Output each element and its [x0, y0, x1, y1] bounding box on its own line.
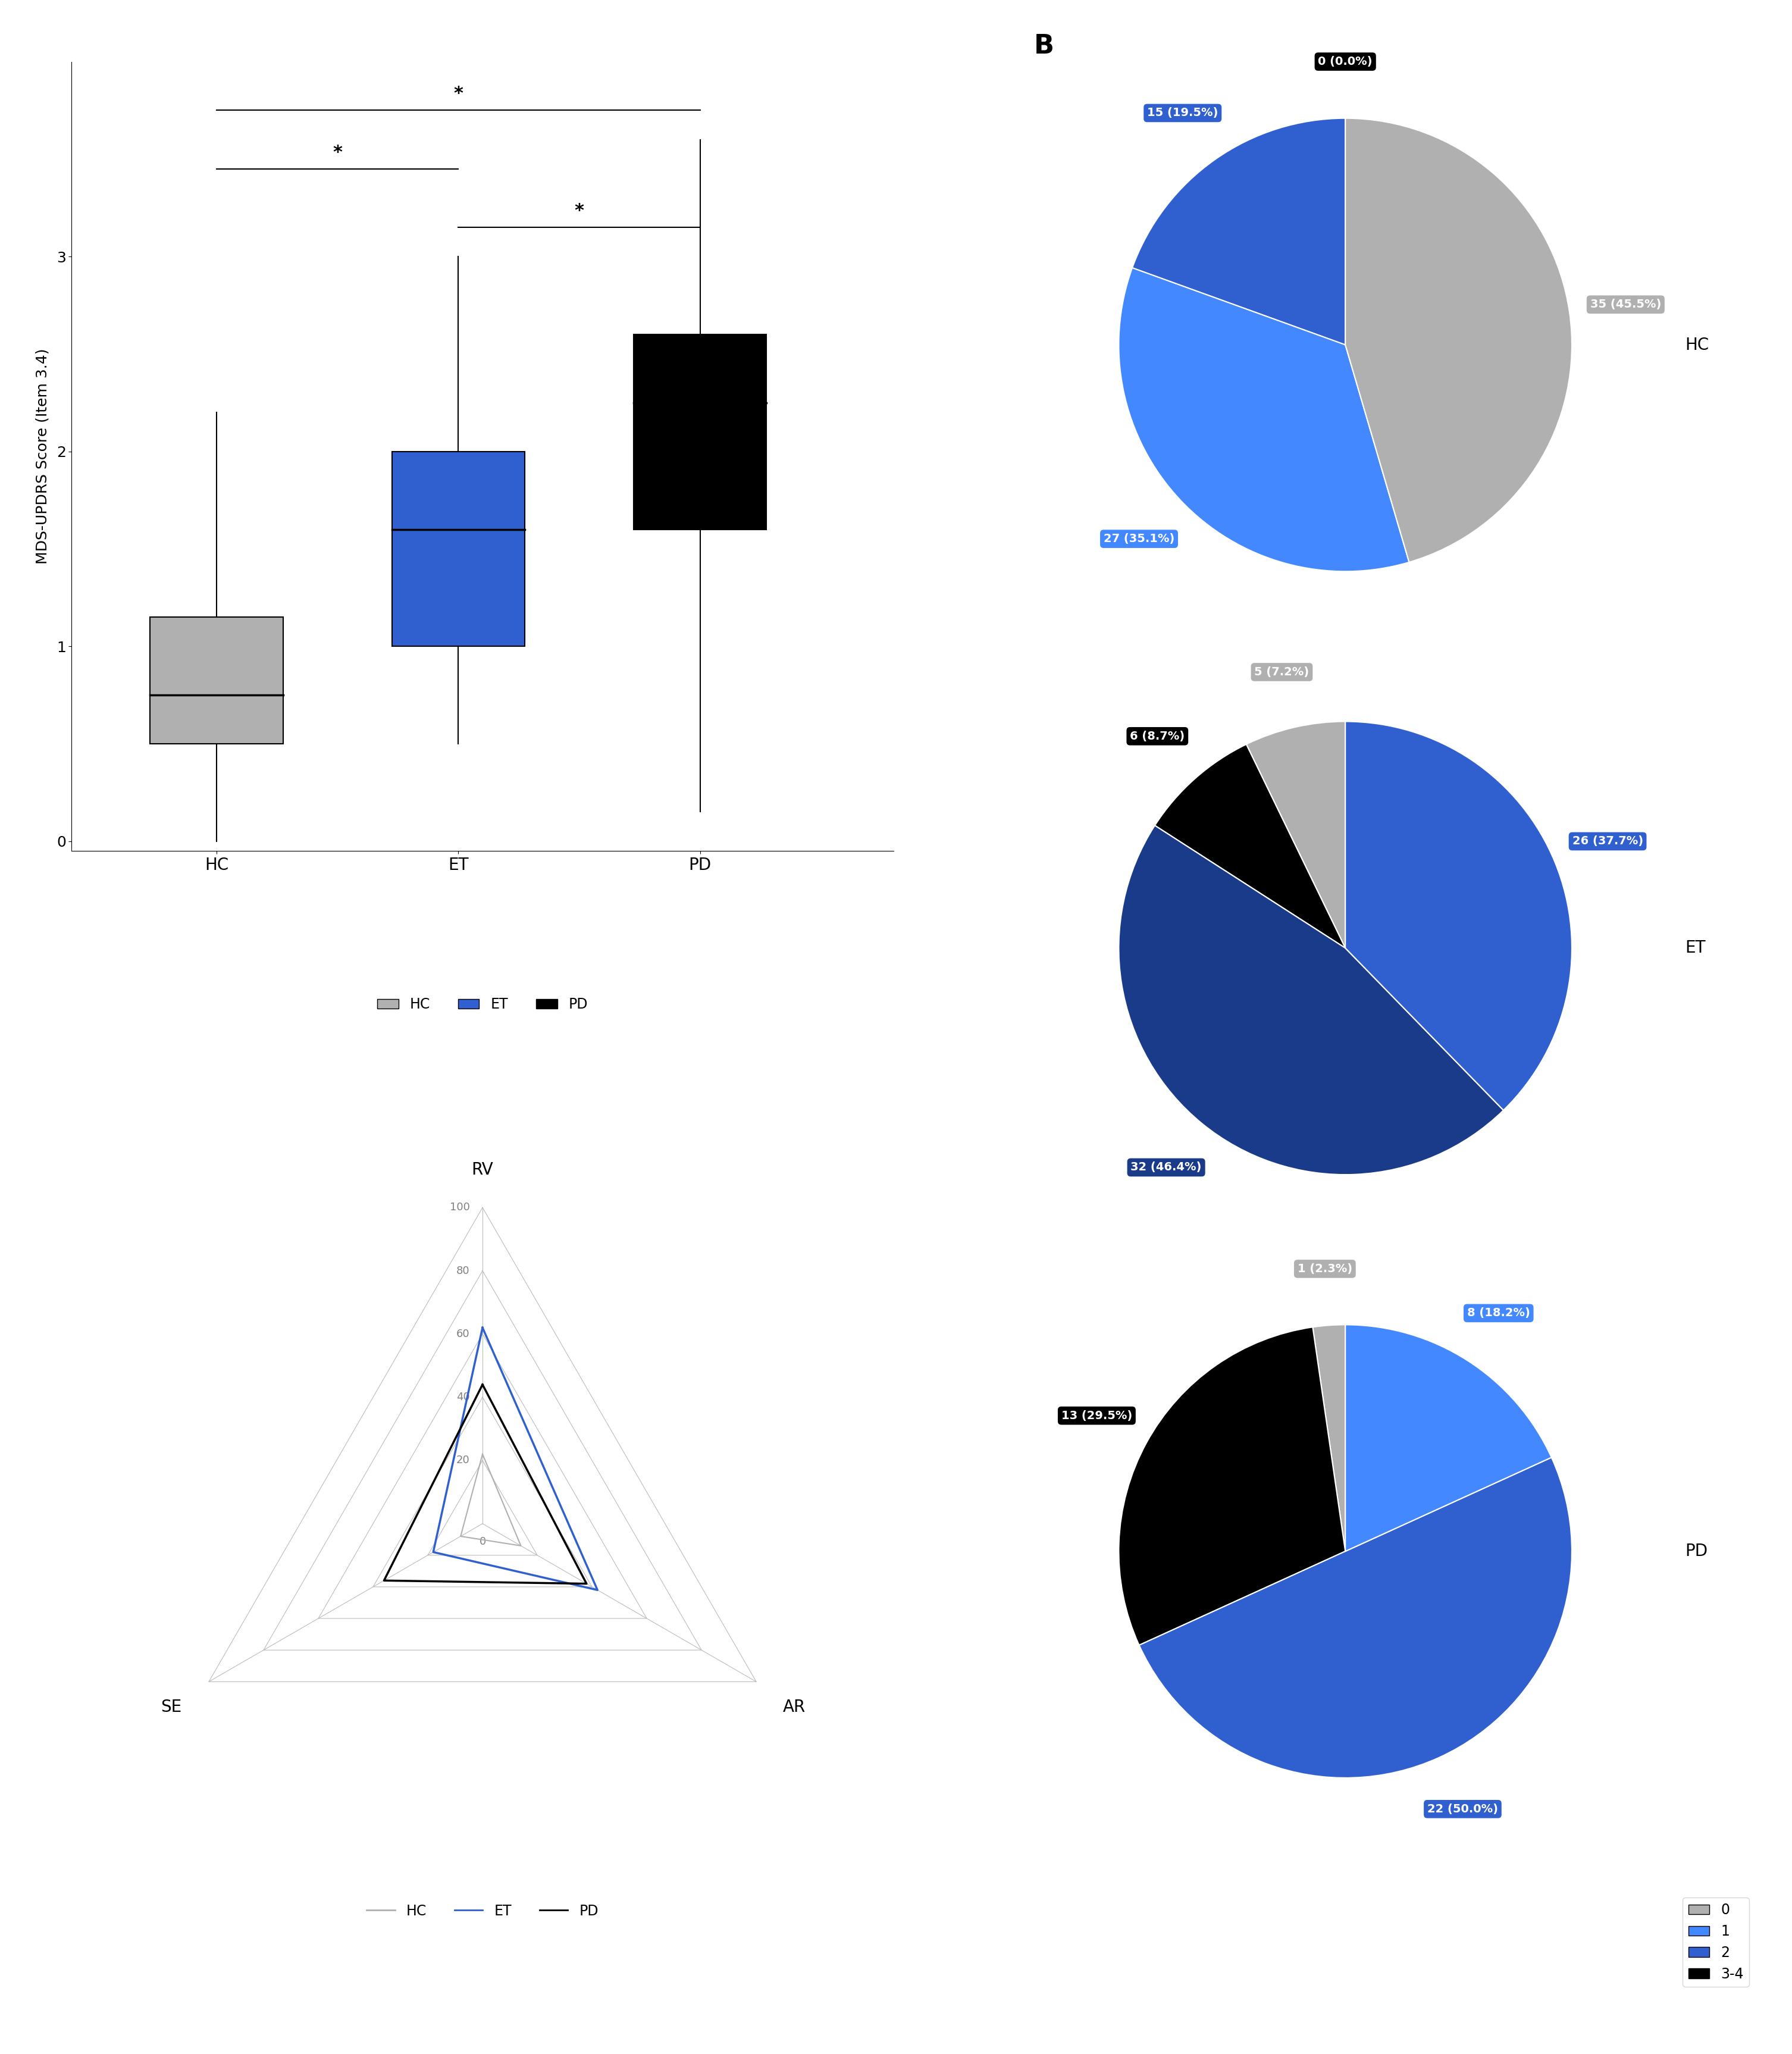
Text: AR: AR: [783, 1699, 806, 1715]
Wedge shape: [1245, 721, 1346, 949]
Text: 6 (8.7%): 6 (8.7%): [1131, 731, 1185, 741]
Text: *: *: [453, 86, 462, 103]
Wedge shape: [1118, 267, 1409, 571]
Y-axis label: MDS-UPDRS Score (Item 3.4): MDS-UPDRS Score (Item 3.4): [36, 349, 50, 565]
Text: 13 (29.5%): 13 (29.5%): [1061, 1409, 1133, 1421]
Text: ET: ET: [1684, 941, 1706, 957]
Bar: [392, 452, 525, 647]
Legend: 0, 1, 2, 3-4: 0, 1, 2, 3-4: [1683, 1898, 1749, 1986]
Wedge shape: [1346, 1325, 1552, 1551]
Text: 1 (2.3%): 1 (2.3%): [1297, 1263, 1353, 1273]
Text: *: *: [333, 144, 342, 160]
Text: 5 (7.2%): 5 (7.2%): [1254, 665, 1310, 678]
Text: PD: PD: [1684, 1543, 1708, 1559]
Wedge shape: [1118, 826, 1503, 1175]
Text: 32 (46.4%): 32 (46.4%): [1131, 1163, 1202, 1173]
Bar: [151, 616, 283, 744]
Text: 27 (35.1%): 27 (35.1%): [1104, 534, 1174, 544]
Text: SE: SE: [161, 1699, 181, 1715]
Wedge shape: [1133, 119, 1346, 345]
Text: 8 (18.2%): 8 (18.2%): [1468, 1308, 1530, 1319]
Text: HC: HC: [1684, 337, 1710, 353]
Wedge shape: [1118, 1327, 1346, 1645]
Wedge shape: [1346, 119, 1572, 563]
Bar: [634, 335, 767, 530]
Text: 0: 0: [478, 1536, 486, 1547]
Legend: HC, ET, PD: HC, ET, PD: [371, 992, 593, 1017]
Text: 26 (37.7%): 26 (37.7%): [1572, 836, 1643, 846]
Text: 15 (19.5%): 15 (19.5%): [1147, 107, 1219, 119]
Text: 40: 40: [457, 1393, 470, 1403]
Wedge shape: [1140, 1458, 1572, 1779]
Text: RV: RV: [471, 1161, 493, 1179]
Wedge shape: [1346, 721, 1572, 1111]
Legend: HC, ET, PD: HC, ET, PD: [362, 1898, 604, 1925]
Wedge shape: [1314, 1325, 1346, 1551]
Text: 100: 100: [450, 1202, 470, 1214]
Text: *: *: [575, 201, 584, 220]
Text: 20: 20: [457, 1454, 470, 1467]
Text: 22 (50.0%): 22 (50.0%): [1426, 1803, 1498, 1814]
Text: 80: 80: [457, 1265, 470, 1276]
Text: 35 (45.5%): 35 (45.5%): [1590, 300, 1661, 310]
Wedge shape: [1154, 744, 1346, 949]
Text: 0 (0.0%): 0 (0.0%): [1319, 55, 1373, 68]
Text: 60: 60: [457, 1329, 470, 1339]
Text: B: B: [1034, 33, 1054, 60]
